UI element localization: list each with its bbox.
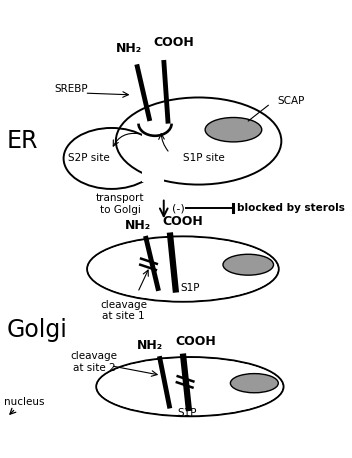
Text: (-): (-) [171, 203, 184, 213]
Text: NH₂: NH₂ [137, 339, 163, 352]
Text: blocked by sterols: blocked by sterols [237, 203, 345, 213]
Text: ER: ER [7, 129, 38, 153]
Text: SCAP: SCAP [277, 96, 304, 106]
Text: NH₂: NH₂ [116, 42, 142, 55]
Text: S1P: S1P [180, 283, 200, 293]
Text: S1P: S1P [177, 408, 197, 418]
Ellipse shape [88, 238, 277, 300]
Text: SREBP: SREBP [55, 84, 88, 94]
Text: S1P site: S1P site [183, 153, 225, 164]
Text: cleavage
at site 1: cleavage at site 1 [100, 300, 147, 321]
Text: nucleus: nucleus [4, 398, 45, 407]
Ellipse shape [98, 358, 282, 415]
Text: S2P site: S2P site [68, 153, 110, 164]
Text: Golgi: Golgi [7, 318, 68, 342]
Ellipse shape [223, 254, 274, 275]
Text: transport
to Golgi: transport to Golgi [96, 193, 144, 215]
Text: cleavage
at site 2: cleavage at site 2 [70, 351, 118, 373]
Bar [142, 134, 164, 182]
Text: NH₂: NH₂ [125, 219, 151, 232]
Text: COOH: COOH [163, 215, 203, 228]
Ellipse shape [205, 118, 262, 142]
Text: COOH: COOH [154, 36, 195, 49]
Text: COOH: COOH [176, 335, 216, 348]
Ellipse shape [231, 374, 278, 393]
